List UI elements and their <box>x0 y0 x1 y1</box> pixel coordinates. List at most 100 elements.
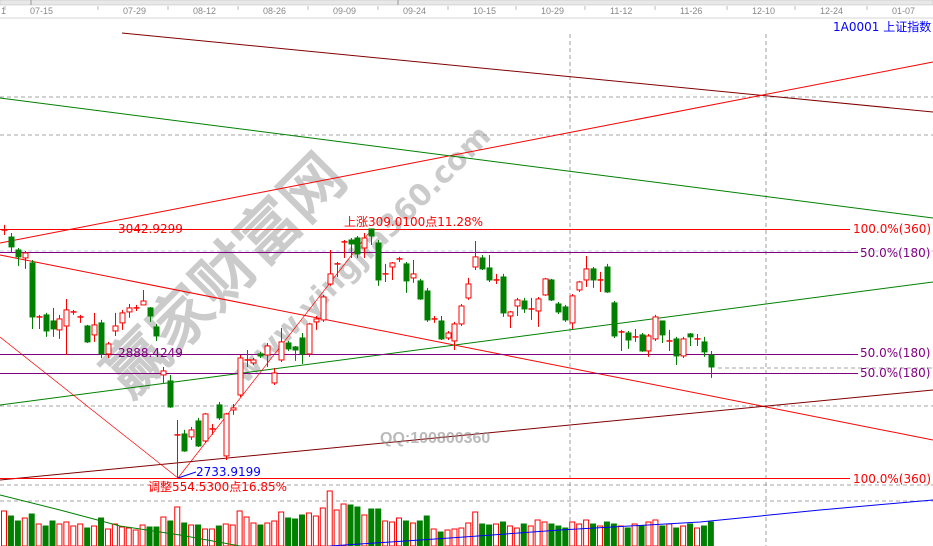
fall-annotation: 调整554.5300点16.85% <box>148 479 287 494</box>
candle <box>292 345 299 361</box>
candle <box>403 261 410 293</box>
candle-body <box>569 295 576 324</box>
candle <box>22 250 29 269</box>
volume-bar <box>125 527 132 546</box>
candle <box>160 366 167 383</box>
candle <box>105 341 112 358</box>
volume-bar <box>236 510 243 546</box>
candle <box>223 412 230 460</box>
volume-bar <box>700 525 707 546</box>
candle <box>632 328 639 342</box>
volume-bar <box>465 522 472 546</box>
rise-annotation: 上涨309.0100点11.28% <box>344 214 483 229</box>
volume-bar <box>583 519 590 546</box>
volume-bar <box>687 523 694 546</box>
candle <box>126 303 133 318</box>
candle <box>119 309 126 330</box>
candle-body <box>535 298 542 312</box>
candle <box>230 403 237 415</box>
volume-bar <box>28 513 35 546</box>
volume-bar <box>153 526 160 546</box>
candle <box>1 224 8 235</box>
candles <box>1 224 715 479</box>
candle <box>645 333 652 357</box>
candle <box>576 280 583 292</box>
volume-bar <box>659 525 666 546</box>
volume-bar <box>35 523 42 546</box>
scrollbar[interactable] <box>0 0 933 6</box>
volume-bar <box>694 527 700 546</box>
candle-body <box>15 249 22 258</box>
trend-line <box>0 61 933 244</box>
candle-body <box>500 276 507 314</box>
candle-body <box>465 283 472 299</box>
volume-bar <box>382 520 389 546</box>
candle <box>271 367 278 385</box>
candle <box>451 321 458 350</box>
candle-body <box>29 262 36 318</box>
candle-body <box>8 236 15 248</box>
date-tick-label: 09-09 <box>333 6 356 16</box>
candle <box>597 271 604 292</box>
volume-bar <box>666 523 673 546</box>
volume-bar <box>84 527 91 546</box>
low-value-label: 2733.9199 <box>196 465 261 479</box>
trend-line <box>0 254 933 441</box>
volume-bar <box>555 525 562 546</box>
candle <box>590 266 597 288</box>
trend-line <box>0 281 933 406</box>
volume-bar <box>680 525 687 546</box>
candle-body <box>147 307 154 317</box>
candle <box>604 263 611 293</box>
candle <box>361 232 368 258</box>
candle <box>458 303 465 326</box>
candle-body <box>361 237 368 249</box>
candle-body <box>237 357 244 396</box>
candle <box>479 254 486 270</box>
candle-body <box>354 237 361 255</box>
candle-body <box>521 300 528 310</box>
candle-body <box>680 338 687 357</box>
trend-line <box>0 336 179 479</box>
date-tick-label: 12-24 <box>820 6 843 16</box>
volume-bar <box>264 522 271 546</box>
candle <box>257 351 264 358</box>
volume-bar <box>243 516 250 546</box>
volume-bar <box>1 510 7 546</box>
candle-body <box>292 346 299 351</box>
candle-body <box>160 370 167 376</box>
volume-bar <box>652 519 659 546</box>
volume-bar <box>70 525 77 546</box>
candle <box>562 304 569 322</box>
candle <box>431 315 438 323</box>
date-tick-label: 1 <box>1 6 6 16</box>
candle <box>153 323 160 341</box>
volume-bar <box>14 520 21 546</box>
candle <box>306 322 313 357</box>
candle-body <box>119 312 126 324</box>
volume-bar <box>111 523 118 546</box>
date-tick-label: 07-29 <box>123 6 146 16</box>
candle-body <box>216 404 223 419</box>
candle-body <box>590 268 597 281</box>
candle-body <box>375 242 382 281</box>
candle <box>680 336 687 358</box>
volume-bar <box>562 527 569 546</box>
candle <box>472 240 479 270</box>
volume-bar <box>98 517 105 546</box>
candle-body <box>264 345 271 356</box>
candle-body <box>181 433 188 452</box>
volume-bar <box>42 525 49 546</box>
level-lines <box>0 229 858 479</box>
volume-bar <box>569 521 576 546</box>
volume-bar <box>257 524 264 546</box>
volume-bar <box>375 508 382 546</box>
candle-body <box>659 320 666 336</box>
grid-lines <box>0 34 933 546</box>
candle <box>209 423 216 435</box>
date-axis: 1 07-15 07-29 08-12 08-26 09-09 09-24 10-15 10-2… <box>1 6 915 16</box>
volume-bar <box>472 511 479 546</box>
candle <box>514 297 521 316</box>
date-tick-label: 10-29 <box>541 6 564 16</box>
candle <box>36 314 43 329</box>
